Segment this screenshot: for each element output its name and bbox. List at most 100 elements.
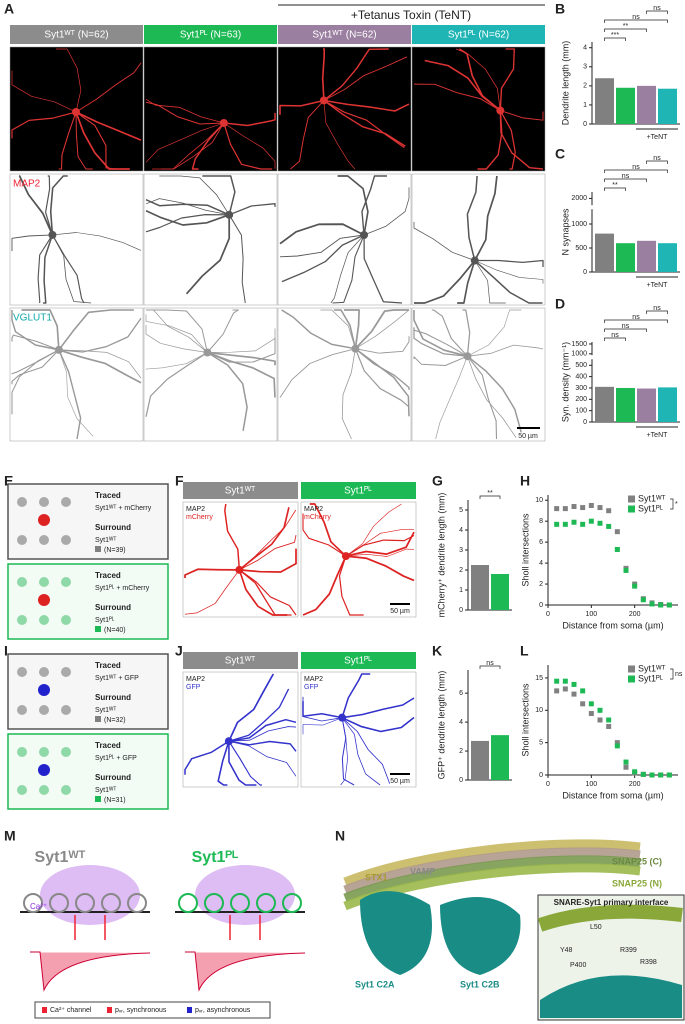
neurite <box>466 355 498 440</box>
y-axis-label: GFP⁺ dendrite length (mm) <box>436 671 446 780</box>
x-tick-label: 100 <box>585 781 597 788</box>
y-tick-label: 4 <box>583 45 587 52</box>
neurite <box>145 198 230 216</box>
vesicle <box>204 893 224 913</box>
neurite <box>75 112 93 170</box>
point <box>571 519 577 525</box>
n-label: (N=40) <box>104 627 126 634</box>
significance-bracket <box>604 187 626 191</box>
point <box>658 602 664 608</box>
significance-bracket <box>479 665 501 669</box>
neurite <box>191 122 225 170</box>
traced-cell <box>38 684 50 696</box>
panel-label: D <box>555 296 565 312</box>
significance-bracket <box>646 310 668 314</box>
y-tick-label: 2 <box>583 83 587 90</box>
header: Syt1ᴾᴸ (N=63) <box>180 30 241 41</box>
soma <box>224 737 233 746</box>
surround-title: Surround <box>95 773 131 782</box>
n-label: (N=39) <box>104 547 126 554</box>
neurite <box>11 234 53 251</box>
stain-label: MAP2 <box>186 676 205 683</box>
neurite <box>279 99 325 115</box>
group-label: +TeNT <box>647 134 669 141</box>
neurite <box>21 309 60 350</box>
neurite <box>228 740 297 777</box>
micrograph <box>277 173 412 306</box>
scale-label: 50 µm <box>390 778 410 785</box>
neurite <box>159 175 230 216</box>
significance: ** <box>487 490 493 497</box>
surround-label: Syt1ᵂᵀ <box>95 537 116 544</box>
point <box>614 546 620 552</box>
neurite <box>341 717 391 784</box>
neurite <box>413 328 468 357</box>
point <box>554 678 560 684</box>
bar <box>491 735 509 780</box>
neurite <box>52 234 92 304</box>
cell <box>39 667 49 677</box>
cell <box>39 577 49 587</box>
y-tick-label: 200 <box>575 396 587 403</box>
surround-title: Surround <box>95 603 131 612</box>
y-tick-label: 0 <box>583 269 587 276</box>
point <box>606 508 612 514</box>
helix-bundle <box>343 839 641 887</box>
bar <box>471 565 489 610</box>
point <box>623 759 629 765</box>
point <box>597 520 603 526</box>
header: Syt1ᵂᵀ (N=62) <box>312 30 376 41</box>
y-tick-label: 5 <box>459 507 463 514</box>
cell <box>17 705 27 715</box>
neurite <box>424 59 501 112</box>
point <box>658 772 664 778</box>
significance: ns <box>632 14 640 21</box>
panel-label: A <box>4 1 14 17</box>
neurite <box>413 310 468 357</box>
bar <box>471 740 489 780</box>
neurite <box>466 355 522 433</box>
legend-swatch <box>628 675 635 683</box>
bar <box>595 386 614 422</box>
point <box>640 597 646 603</box>
neurite <box>477 110 503 170</box>
neurite <box>58 349 142 384</box>
neurite <box>431 309 468 357</box>
cell <box>17 577 27 587</box>
neurite <box>355 309 410 350</box>
soma <box>235 565 244 574</box>
vesicle <box>49 893 69 913</box>
y-tick-label: 3 <box>459 547 463 554</box>
group-box <box>7 563 169 640</box>
panel-label: C <box>555 146 565 162</box>
legend-label: pᵥᵣ, asynchronous <box>195 1007 251 1014</box>
trace <box>185 951 306 992</box>
neurite <box>355 336 410 354</box>
y-tick-label: 4 <box>459 527 463 534</box>
y-tick-label: 1500 <box>571 341 587 348</box>
legend-swatch <box>628 665 635 673</box>
neurite <box>18 175 54 236</box>
legend-bracket <box>670 668 674 680</box>
significance-bracket <box>604 19 668 23</box>
soma <box>48 230 57 239</box>
bar <box>637 388 656 422</box>
neurite <box>467 356 517 438</box>
micrograph <box>9 307 144 442</box>
bar <box>595 233 614 272</box>
significance-bracket <box>604 169 668 173</box>
soma <box>341 552 350 561</box>
neurite <box>49 175 68 235</box>
neurite <box>467 344 544 357</box>
inset-helix <box>537 904 683 932</box>
point <box>649 772 655 778</box>
neurite <box>55 48 82 113</box>
neurite <box>333 309 357 349</box>
header-box <box>412 25 545 44</box>
soma <box>496 106 505 115</box>
soma <box>71 108 80 117</box>
neurite <box>413 355 468 366</box>
soma <box>54 345 63 354</box>
stain-label: VGLUT1 <box>13 313 52 324</box>
